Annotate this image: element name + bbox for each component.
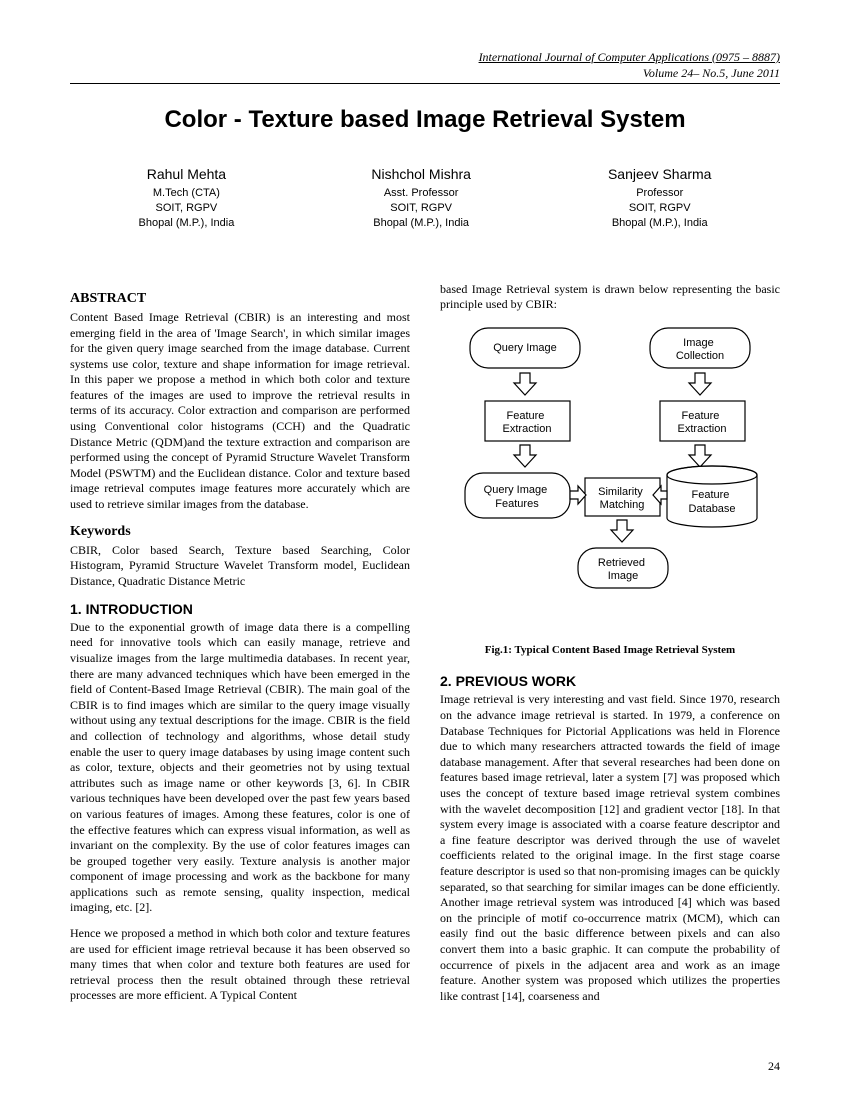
intro-heading: 1. INTRODUCTION (70, 600, 410, 618)
previous-work-heading: 2. PREVIOUS WORK (440, 672, 780, 690)
author-1: Rahul Mehta M.Tech (CTA) SOIT, RGPV Bhop… (139, 165, 235, 231)
page-number: 24 (768, 1059, 780, 1075)
cbir-diagram: Query Image Image Collection Feature Ext… (450, 323, 770, 633)
paper-title: Color - Texture based Image Retrieval Sy… (70, 104, 780, 135)
author-name: Rahul Mehta (139, 165, 235, 183)
content-columns: ABSTRACT Content Based Image Retrieval (… (70, 282, 780, 1015)
journal-volume: Volume 24– No.5, June 2011 (70, 66, 780, 82)
col2-lead: based Image Retrieval system is drawn be… (440, 282, 780, 313)
author-3: Sanjeev Sharma Professor SOIT, RGPV Bhop… (608, 165, 712, 231)
author-aff: M.Tech (CTA) SOIT, RGPV Bhopal (M.P.), I… (139, 186, 235, 232)
intro-para-2: Hence we proposed a method in which both… (70, 926, 410, 1004)
author-aff: Professor SOIT, RGPV Bhopal (M.P.), Indi… (608, 186, 712, 232)
author-name: Nishchol Mishra (371, 165, 471, 183)
author-name: Sanjeev Sharma (608, 165, 712, 183)
node-feat-ext-left: Feature Extraction (503, 410, 552, 435)
keywords-heading: Keywords (70, 523, 410, 541)
node-feat-ext-right: Feature Extraction (678, 410, 727, 435)
keywords-text: CBIR, Color based Search, Texture based … (70, 543, 410, 590)
left-column: ABSTRACT Content Based Image Retrieval (… (70, 282, 410, 1015)
journal-header: International Journal of Computer Applic… (70, 50, 780, 84)
previous-work-text: Image retrieval is very interesting and … (440, 692, 780, 1004)
intro-para-1: Due to the exponential growth of image d… (70, 620, 410, 916)
figure-caption: Fig.1: Typical Content Based Image Retri… (440, 643, 780, 657)
abstract-heading: ABSTRACT (70, 290, 410, 308)
node-similarity: Similarity Matching (598, 486, 646, 511)
node-query-image: Query Image (493, 342, 557, 354)
author-aff: Asst. Professor SOIT, RGPV Bhopal (M.P.)… (371, 186, 471, 232)
right-column: based Image Retrieval system is drawn be… (440, 282, 780, 1015)
abstract-text: Content Based Image Retrieval (CBIR) is … (70, 310, 410, 513)
authors-block: Rahul Mehta M.Tech (CTA) SOIT, RGPV Bhop… (70, 165, 780, 231)
author-2: Nishchol Mishra Asst. Professor SOIT, RG… (371, 165, 471, 231)
journal-name: International Journal of Computer Applic… (70, 50, 780, 66)
